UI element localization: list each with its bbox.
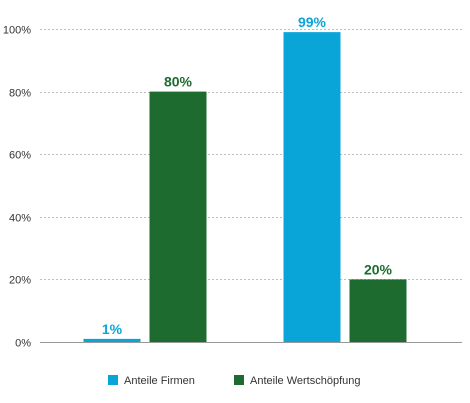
y-tick-label: 100%	[3, 25, 31, 37]
y-tick-label: 40%	[9, 213, 31, 225]
grid	[40, 29, 462, 343]
bars	[83, 32, 407, 342]
y-tick-label: 20%	[9, 275, 31, 287]
bar-anteile-firmen-1	[283, 32, 341, 342]
data-label: 80%	[164, 74, 193, 90]
data-label: 99%	[298, 14, 327, 30]
legend-swatch	[108, 375, 118, 385]
y-axis-ticks: 0% 20% 40% 60% 80% 100%	[3, 25, 31, 350]
y-tick-label: 60%	[9, 150, 31, 162]
legend: Anteile Firmen Anteile Wertschöpfung	[108, 375, 360, 387]
legend-swatch	[234, 375, 244, 385]
data-label: 1%	[102, 321, 123, 337]
legend-label: Anteile Firmen	[124, 375, 195, 387]
data-label: 20%	[364, 261, 393, 277]
legend-label: Anteile Wertschöpfung	[250, 375, 360, 387]
bar-anteile-wertschoepfung-1	[349, 279, 407, 342]
bar-anteile-wertschoepfung-0	[149, 91, 207, 342]
y-tick-label: 80%	[9, 88, 31, 100]
bar-anteile-firmen-0	[83, 338, 141, 342]
y-tick-label: 0%	[15, 338, 31, 350]
data-labels: 1% 99% 80% 20%	[102, 14, 393, 337]
